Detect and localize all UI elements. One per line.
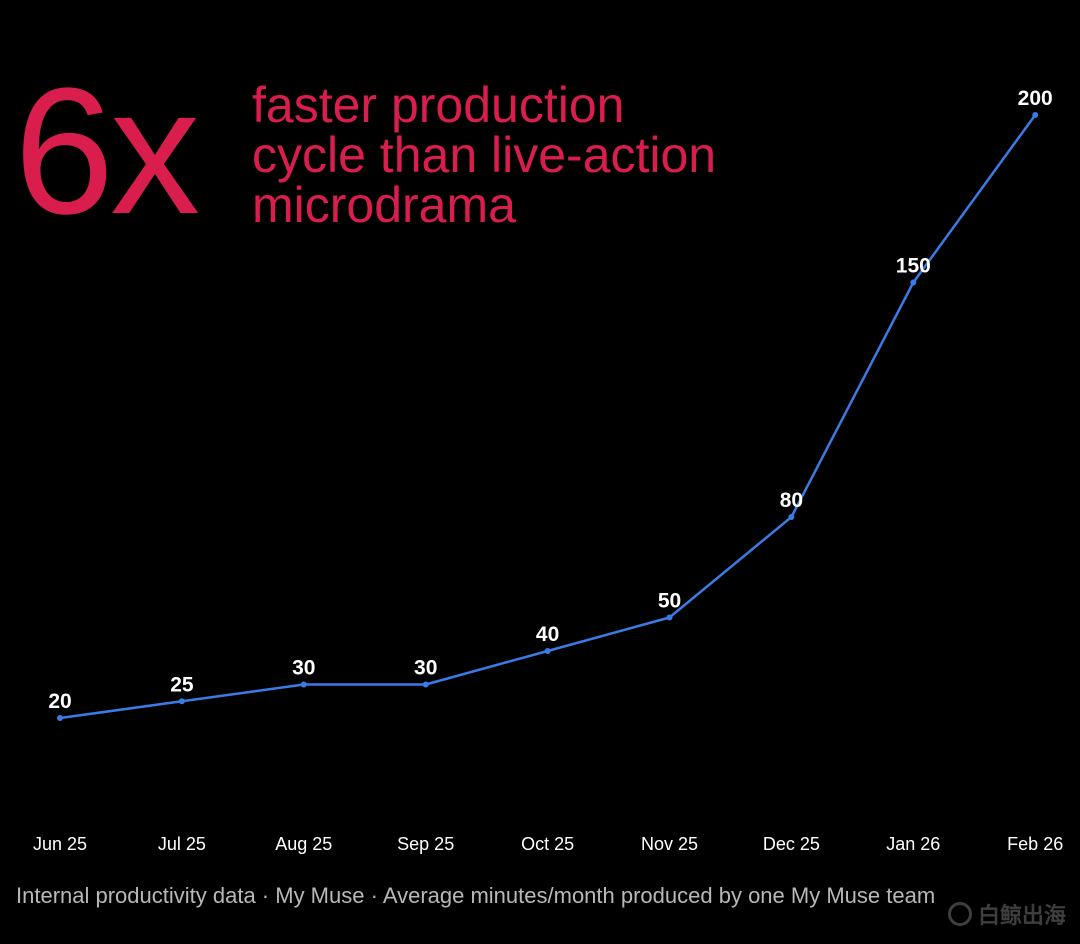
data-label: 40 xyxy=(536,623,559,646)
x-tick-label: Nov 25 xyxy=(641,834,698,854)
data-point xyxy=(422,681,429,688)
data-label: 80 xyxy=(780,489,803,512)
headline-stat: 6x xyxy=(14,51,200,252)
x-tick-label: Feb 26 xyxy=(1007,834,1063,854)
data-point xyxy=(666,614,673,621)
watermark-logo-icon xyxy=(947,902,972,926)
data-point xyxy=(910,279,917,286)
data-label: 20 xyxy=(48,690,71,713)
data-label: 150 xyxy=(896,255,931,278)
data-label: 30 xyxy=(414,657,437,680)
data-label: 25 xyxy=(170,673,194,696)
data-point xyxy=(57,715,63,721)
watermark-text: 白鲸出海 xyxy=(977,904,1066,929)
x-tick-label: Aug 25 xyxy=(275,834,332,854)
headline-line-3: microdrama xyxy=(252,177,516,233)
data-label: 50 xyxy=(658,590,681,613)
data-point xyxy=(178,698,185,705)
x-tick-label: Jun 25 xyxy=(33,834,87,854)
data-label: 200 xyxy=(1018,87,1053,110)
x-tick-label: Dec 25 xyxy=(763,834,820,854)
headline-line-1: faster production xyxy=(252,77,625,133)
headline-text: faster production cycle than live-action… xyxy=(252,80,716,230)
line-chart: 20 25 30 30 40 50 80 150 200 Jun 25 Jul 25 Aug 25 Se… xyxy=(33,87,1063,854)
data-point xyxy=(788,514,795,520)
data-point xyxy=(544,648,551,654)
footer-source-note: Internal productivity data · My Muse · A… xyxy=(16,883,936,908)
x-tick-label: Oct 25 xyxy=(521,834,574,854)
x-tick-label: Jul 25 xyxy=(158,834,206,854)
x-tick-label: Jan 26 xyxy=(886,834,940,854)
headline-line-2: cycle than live-action xyxy=(252,127,717,183)
x-tick-label: Sep 25 xyxy=(397,834,454,854)
data-point xyxy=(1032,112,1039,118)
data-point xyxy=(300,681,307,688)
watermark: 白鲸出海 xyxy=(947,898,1066,930)
data-label: 30 xyxy=(292,657,315,680)
